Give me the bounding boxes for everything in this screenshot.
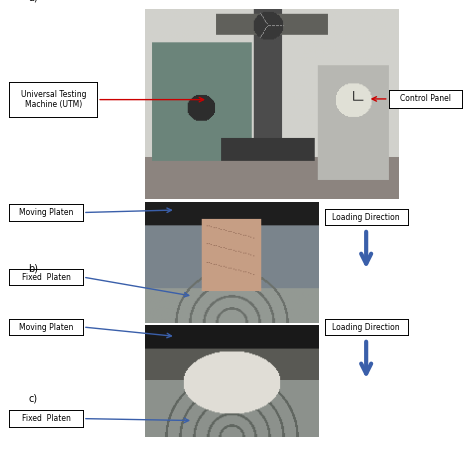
- Text: c): c): [28, 393, 37, 403]
- Text: Universal Testing
Machine (UTM): Universal Testing Machine (UTM): [20, 90, 86, 109]
- Text: Fixed  Platen: Fixed Platen: [22, 273, 71, 282]
- Text: Fixed  Platen: Fixed Platen: [22, 414, 71, 423]
- Text: Moving Platen: Moving Platen: [19, 322, 73, 332]
- Text: Loading Direction: Loading Direction: [332, 213, 400, 222]
- Text: Control Panel: Control Panel: [400, 94, 451, 104]
- Text: a): a): [28, 0, 38, 2]
- Text: b): b): [28, 263, 38, 273]
- Text: Loading Direction: Loading Direction: [332, 322, 400, 332]
- Text: Moving Platen: Moving Platen: [19, 208, 73, 217]
